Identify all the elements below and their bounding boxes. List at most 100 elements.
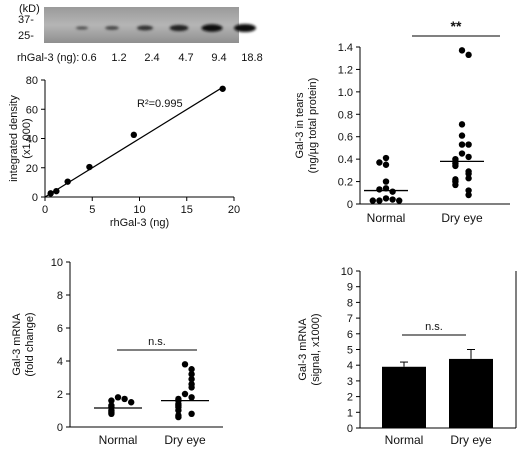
data-point xyxy=(188,410,195,417)
data-point xyxy=(188,366,195,373)
data-point xyxy=(188,375,195,383)
data-point xyxy=(458,141,466,148)
blot-lane-label: 2.4 xyxy=(144,52,159,64)
data-point xyxy=(465,175,472,182)
bar xyxy=(449,358,493,428)
blot-band xyxy=(201,24,223,32)
y-axis-label: (x1,000) xyxy=(21,118,33,158)
data-point xyxy=(452,162,459,170)
data-point xyxy=(458,150,466,157)
data-point xyxy=(188,394,195,401)
y-tick-label: 0 xyxy=(347,423,353,435)
y-axis-label: Gal-3 mRNA xyxy=(11,313,23,376)
y-tick-label: 9 xyxy=(347,282,353,294)
chart-gal3-mrna-fold: 0 2 4 6 8 10 Gal-3 mRNA (fold change) Normal Dry … xyxy=(11,257,223,447)
y-tick-label: 0 xyxy=(57,422,63,434)
y-tick-label: 2 xyxy=(347,392,353,404)
chart-gal3-tears: 0 0.2 0.4 0.6 0.8 1.0 1.2 1.4 Gal-3 in tears (ng/… xyxy=(294,18,510,225)
data-point xyxy=(465,170,472,177)
y-tick-label: 5 xyxy=(347,345,353,357)
x-tick-label: 5 xyxy=(89,204,95,216)
y-tick-label: 10 xyxy=(51,257,63,269)
chart-gal3-mrna-signal: 0 1 2 3 4 5 6 7 8 9 10 Gal-3 mRNA (signal, x1000) Nor… xyxy=(297,266,517,447)
data-point xyxy=(188,371,195,378)
data-point xyxy=(181,390,189,398)
significance-label: n.s. xyxy=(148,336,166,348)
x-axis-label: rhGal-3 (ng) xyxy=(110,217,169,229)
blot-band xyxy=(169,24,189,32)
y-axis-label: Gal-3 in tears xyxy=(294,92,306,159)
data-point xyxy=(376,197,383,204)
x-category-label: Normal xyxy=(385,433,424,447)
data-point xyxy=(452,181,459,189)
y-tick-label: 0.2 xyxy=(338,177,353,189)
blot-lane-label: 9.4 xyxy=(211,52,226,64)
y-tick-label: 1.4 xyxy=(338,42,353,54)
data-point xyxy=(128,399,135,406)
x-tick-label: 0 xyxy=(42,204,48,216)
y-tick-label: 10 xyxy=(341,266,353,278)
y-tick-label: 6 xyxy=(57,323,63,335)
data-point xyxy=(465,51,472,59)
blot-bands xyxy=(75,24,256,32)
blot-lane-label: 0.6 xyxy=(81,52,96,64)
y-axis-label: Gal-3 mRNA xyxy=(297,318,309,381)
y-axis-label: integrated density xyxy=(8,95,20,182)
data-point xyxy=(175,413,182,421)
blot-band xyxy=(234,24,256,32)
blot-lane-label: 18.8 xyxy=(241,52,262,64)
y-tick-label: 0 xyxy=(32,192,38,204)
blot-band xyxy=(75,26,89,30)
data-point xyxy=(188,384,195,391)
y-tick-label: 60 xyxy=(26,104,38,116)
fit-line xyxy=(44,86,223,198)
blot-lane-labels: 0.6 1.2 2.4 4.7 9.4 18.8 xyxy=(81,52,262,64)
y-tick-label: 1.2 xyxy=(338,64,353,76)
data-point xyxy=(465,141,472,148)
data-point xyxy=(458,121,466,128)
y-tick-label: 0.6 xyxy=(338,132,353,144)
y-tick-label: 3 xyxy=(347,376,353,388)
r-squared-annotation: R²=0.995 xyxy=(137,98,183,110)
data-point xyxy=(181,361,189,368)
data-point xyxy=(389,196,396,203)
data-point xyxy=(219,85,226,92)
y-tick-label: 1 xyxy=(347,407,353,419)
y-tick-label: 0 xyxy=(347,199,353,211)
data-point xyxy=(458,132,466,139)
x-category-label: Normal xyxy=(99,433,138,447)
data-point xyxy=(465,153,472,161)
y-tick-label: 80 xyxy=(26,75,38,87)
data-point xyxy=(108,397,115,404)
y-axis-label: (signal, x1000) xyxy=(310,313,322,385)
y-tick-label: 1.0 xyxy=(338,87,353,99)
y-axis-label: (ng/µg total protein) xyxy=(307,78,319,174)
x-tick-label: 15 xyxy=(181,204,193,216)
western-blot: (kD) 37- 25- rhGal-3 (ng): 0.6 1.2 2.4 4.7 9… xyxy=(17,3,263,64)
data-point xyxy=(121,395,128,403)
x-tick-label: 20 xyxy=(228,204,240,216)
data-point xyxy=(376,159,383,166)
data-point xyxy=(382,195,390,202)
y-tick-label: 20 xyxy=(26,163,38,175)
x-tick-label: 10 xyxy=(133,204,145,216)
data-point xyxy=(114,394,122,401)
data-point xyxy=(175,407,182,414)
data-point xyxy=(382,178,390,185)
y-tick-label: 8 xyxy=(57,290,63,302)
y-tick-label: 4 xyxy=(57,356,63,368)
blot-band xyxy=(137,25,153,31)
data-point xyxy=(382,154,390,162)
data-point xyxy=(130,131,138,139)
x-category-label: Dry eye xyxy=(164,433,206,447)
data-point xyxy=(382,161,390,168)
data-point xyxy=(86,163,93,171)
blot-lane-title: rhGal-3 (ng): xyxy=(17,52,79,64)
y-tick-label: 0.8 xyxy=(338,109,353,121)
significance-label: ** xyxy=(451,18,462,34)
y-tick-label: 0.4 xyxy=(338,154,353,166)
data-point xyxy=(376,186,383,193)
y-tick-label: 7 xyxy=(347,313,353,325)
y-tick-label: 8 xyxy=(347,297,353,309)
